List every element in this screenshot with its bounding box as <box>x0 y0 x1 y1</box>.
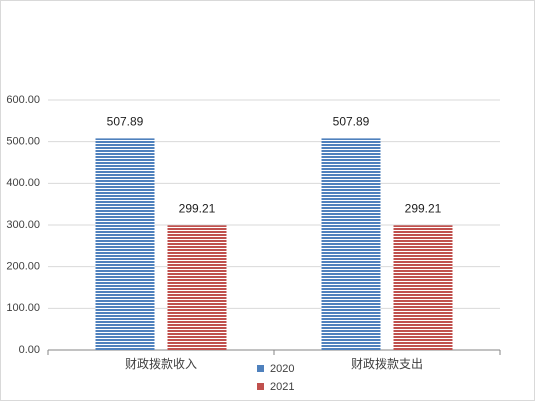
bar <box>95 138 155 350</box>
y-tick-label: 400.00 <box>6 177 40 189</box>
x-tick-label: 财政拨款收入 <box>125 357 197 371</box>
data-label: 299.21 <box>179 202 216 216</box>
y-tick-label: 100.00 <box>6 302 40 314</box>
legend-label: 2020 <box>270 363 294 375</box>
bar <box>167 225 227 350</box>
legend-swatch <box>257 365 264 372</box>
y-tick-label: 200.00 <box>6 261 40 273</box>
y-tick-label: 0.00 <box>19 344 40 356</box>
legend-swatch <box>257 383 264 390</box>
bar <box>393 225 453 350</box>
data-label: 507.89 <box>107 115 144 129</box>
x-tick-label: 财政拨款支出 <box>351 357 423 371</box>
bar <box>321 138 381 350</box>
y-tick-label: 600.00 <box>6 94 40 106</box>
y-tick-label: 300.00 <box>6 219 40 231</box>
data-label: 507.89 <box>333 115 370 129</box>
y-tick-label: 500.00 <box>6 136 40 148</box>
legend-label: 2021 <box>270 381 294 393</box>
data-label: 299.21 <box>405 202 442 216</box>
